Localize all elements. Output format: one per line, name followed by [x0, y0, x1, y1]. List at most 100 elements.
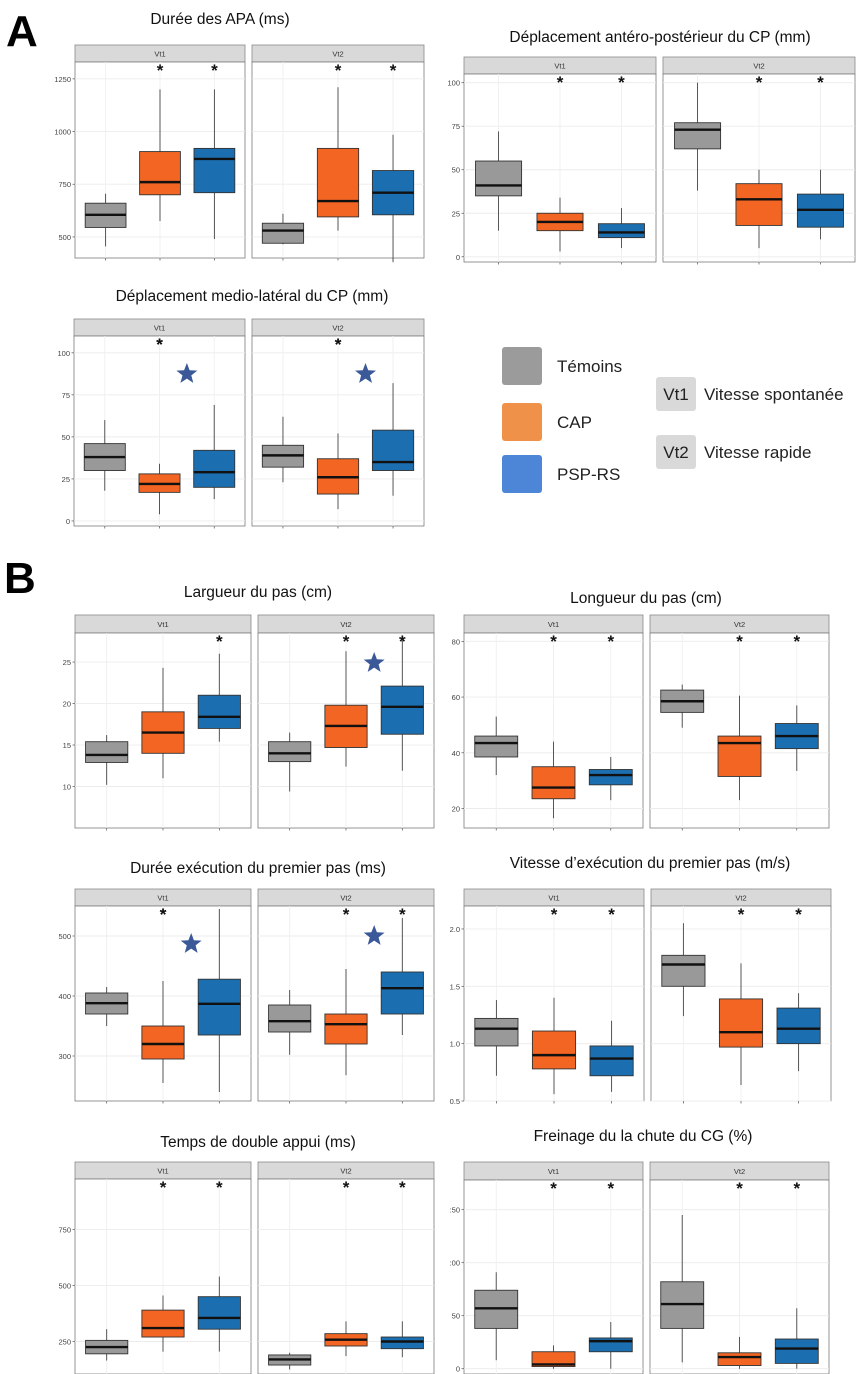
chart-title: Longueur du pas (cm) [570, 590, 722, 607]
facet-vt2: Vt2** [257, 614, 435, 831]
chart-8: Temps de double appui (ms) Vt1 250 500 750 * *… [58, 1134, 435, 1374]
significance-asterisk: * [618, 73, 625, 92]
box-iqr [197, 694, 241, 729]
facet-strip-label: Vt1 [554, 62, 565, 71]
box-temoins [474, 1000, 519, 1076]
facet-strip-label: Vt1 [154, 50, 165, 59]
facet-vt1: Vt1 250 500 750 * * [58, 1161, 252, 1374]
legend-swatch-cap [502, 403, 542, 441]
box-iqr [268, 741, 312, 763]
box-cap: * [717, 1179, 762, 1369]
box-temoins [261, 416, 305, 483]
chart-5: Longueur du pas (cm) Vt1 20 40 60 80 * * Vt2 * * [452, 590, 830, 831]
box-iqr [735, 183, 783, 226]
legend-label-temoins: Témoins [557, 357, 622, 376]
y-tick-label: 25 [62, 475, 70, 484]
box-iqr [197, 1296, 241, 1330]
facet-strip-label: Vt1 [157, 1167, 168, 1176]
box-iqr [531, 766, 576, 800]
y-tick-label: 60 [452, 693, 460, 702]
box-iqr [85, 741, 129, 763]
facet-vt1: Vt1 10 15 20 25 * [63, 614, 252, 831]
box-iqr [139, 151, 181, 196]
facet-vt2: Vt2** [257, 888, 435, 1104]
y-tick-label: 2.0 [450, 925, 460, 934]
significance-asterisk: * [156, 335, 163, 354]
chart-title: Temps de double appui (ms) [160, 1134, 356, 1151]
significance-asterisk: * [607, 1179, 614, 1198]
facet-strip-label: Vt2 [734, 620, 745, 629]
box-cap: * [316, 61, 360, 231]
box-cap: * [718, 905, 764, 1085]
y-tick-label: :00 [450, 1259, 460, 1268]
facet-vt2: Vt2** [650, 888, 832, 1104]
y-tick-label: 1.0 [450, 1040, 460, 1049]
significance-asterisk: * [335, 335, 342, 354]
box-temoins [261, 213, 305, 245]
significance-asterisk: * [550, 1179, 557, 1198]
box-cap: * [531, 905, 577, 1095]
box-psp: * [371, 61, 415, 263]
box-psp: * [363, 632, 424, 771]
significance-asterisk: * [736, 1179, 743, 1198]
box-iqr [531, 1351, 576, 1368]
facet-vt2: Vt2** [251, 318, 425, 529]
significance-asterisk: * [607, 632, 614, 651]
box-iqr [380, 685, 424, 735]
box-psp: * [363, 905, 424, 1035]
box-temoins [85, 735, 129, 785]
chart-title: Largueur du pas (cm) [184, 584, 332, 601]
chart-title: Durée exécution du premier pas (ms) [130, 860, 386, 877]
box-psp: * [774, 632, 819, 771]
significance-asterisk: * [216, 1178, 223, 1197]
box-temoins [474, 1272, 519, 1361]
box-psp: * [160, 905, 241, 1092]
significance-asterisk: * [608, 905, 615, 924]
chart-4: Largueur du pas (cm) Vt1 10 15 20 25 * Vt2 * * [63, 584, 435, 831]
box-iqr [718, 998, 764, 1048]
facet-vt1: Vt1 20 40 60 80 * * [452, 614, 644, 831]
significance-asterisk: * [756, 73, 763, 92]
facet-vt2: Vt2 ** [649, 614, 830, 831]
y-tick-label: 25 [452, 209, 460, 218]
box-psp: * [774, 1179, 819, 1369]
y-tick-label: 500 [58, 233, 71, 242]
y-tick-label: :50 [450, 1206, 460, 1215]
box-iqr [589, 1045, 634, 1077]
legend-speed-code-vt2: Vt2 [663, 443, 689, 462]
box-cap: * [717, 632, 762, 801]
facet-strip-label: Vt1 [548, 1167, 559, 1176]
legend-swatch-psp [502, 455, 542, 493]
significance-asterisk: * [343, 632, 350, 651]
box-psp: * [796, 73, 844, 240]
significance-asterisk: * [550, 632, 557, 651]
box-psp: * [197, 1178, 241, 1352]
legend-swatch-temoins [502, 347, 542, 385]
chart-3: Déplacement medio-latéral du CP (mm) Vt1 0… [57, 288, 425, 529]
box-iqr [661, 954, 706, 987]
facet-vt2: Vt2** [251, 44, 425, 263]
box-cap: * [141, 905, 185, 1083]
y-tick-label: 0 [456, 1365, 460, 1374]
box-temoins [660, 684, 705, 728]
chart-9: Freinage du la chute du CG (%) Vt1:50:00 5… [450, 1128, 830, 1374]
y-tick-label: 500 [58, 1281, 71, 1290]
box-iqr [197, 978, 241, 1036]
significance-asterisk: * [399, 632, 406, 651]
y-tick-label: 0.5 [450, 1097, 460, 1106]
chart-2: Déplacement antéro-postérieur du CP (mm)… [447, 29, 856, 265]
significance-asterisk: * [211, 61, 218, 80]
facet-strip-label: Vt1 [548, 894, 559, 903]
panel-label-b: B [4, 554, 36, 603]
box-cap: * [139, 61, 181, 222]
y-tick-label: 0 [66, 517, 70, 526]
box-iqr [141, 1025, 185, 1060]
significance-asterisk: * [390, 61, 397, 80]
star-marker [180, 933, 202, 953]
significance-asterisk: * [160, 1178, 167, 1197]
box-cap: * [138, 335, 181, 515]
box-temoins [84, 193, 127, 247]
y-tick-label: 25 [63, 658, 71, 667]
box-psp: * [597, 73, 645, 249]
